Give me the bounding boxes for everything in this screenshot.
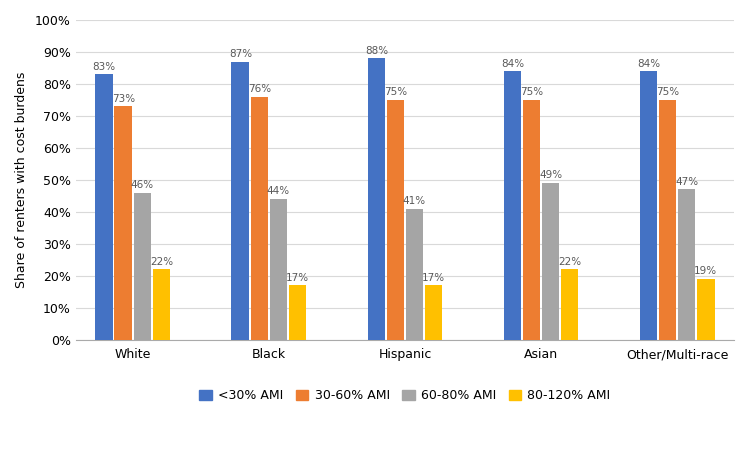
Text: 22%: 22% <box>558 257 581 267</box>
Bar <box>561 270 578 340</box>
Bar <box>269 199 287 340</box>
Text: 73%: 73% <box>112 94 135 104</box>
Bar <box>406 209 423 340</box>
Text: 17%: 17% <box>286 273 309 283</box>
Text: 88%: 88% <box>364 46 388 56</box>
Bar <box>152 270 170 340</box>
Bar <box>503 71 521 340</box>
Text: 44%: 44% <box>267 187 290 197</box>
Bar <box>640 71 657 340</box>
Bar <box>115 106 132 340</box>
Text: 47%: 47% <box>675 177 698 187</box>
Bar <box>232 62 249 340</box>
Bar <box>386 100 404 340</box>
Text: 84%: 84% <box>637 58 660 68</box>
Text: 75%: 75% <box>520 87 543 97</box>
Text: 46%: 46% <box>130 180 154 190</box>
Bar <box>523 100 540 340</box>
Text: 84%: 84% <box>501 58 524 68</box>
Bar <box>134 193 152 340</box>
Bar <box>542 183 560 340</box>
Text: 87%: 87% <box>229 49 252 59</box>
Bar <box>95 74 113 340</box>
Text: 17%: 17% <box>422 273 445 283</box>
Bar <box>697 279 715 340</box>
Text: 76%: 76% <box>248 84 271 94</box>
Bar <box>289 285 306 340</box>
Bar <box>658 100 676 340</box>
Text: 75%: 75% <box>384 87 407 97</box>
Bar <box>368 58 386 340</box>
Bar <box>678 189 695 340</box>
Bar <box>251 97 268 340</box>
Text: 22%: 22% <box>150 257 173 267</box>
Text: 41%: 41% <box>403 196 426 206</box>
Legend: <30% AMI, 30-60% AMI, 60-80% AMI, 80-120% AMI: <30% AMI, 30-60% AMI, 60-80% AMI, 80-120… <box>194 384 616 407</box>
Text: 49%: 49% <box>539 170 562 180</box>
Text: 75%: 75% <box>656 87 680 97</box>
Bar <box>424 285 442 340</box>
Text: 19%: 19% <box>694 266 717 276</box>
Y-axis label: Share of renters with cost burdens: Share of renters with cost burdens <box>15 72 28 288</box>
Text: 83%: 83% <box>93 62 116 72</box>
